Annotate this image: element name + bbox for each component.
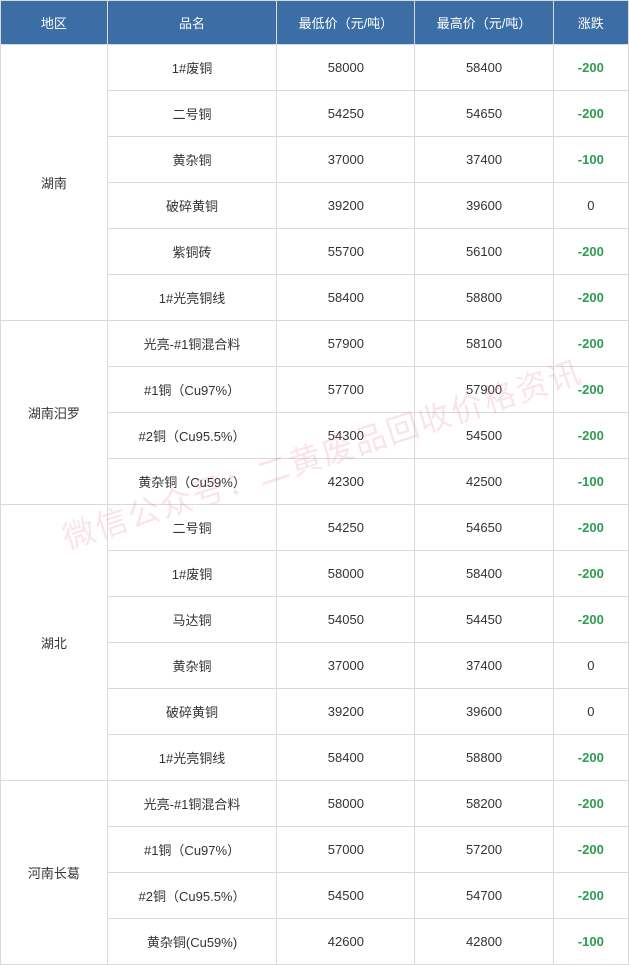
delta-cell: -200: [553, 413, 628, 459]
product-cell: #2铜（Cu95.5%）: [107, 873, 277, 919]
product-cell: 黄杂铜（Cu59%）: [107, 459, 277, 505]
delta-cell: -200: [553, 505, 628, 551]
low-cell: 57900: [277, 321, 415, 367]
product-cell: 二号铜: [107, 91, 277, 137]
product-cell: #2铜（Cu95.5%）: [107, 413, 277, 459]
low-cell: 58000: [277, 45, 415, 91]
col-header: 涨跌: [553, 1, 628, 45]
product-cell: 二号铜: [107, 505, 277, 551]
low-cell: 58000: [277, 781, 415, 827]
low-cell: 39200: [277, 183, 415, 229]
product-cell: 破碎黄铜: [107, 183, 277, 229]
low-cell: 39200: [277, 689, 415, 735]
table-row: 湖北二号铜5425054650-200: [1, 505, 629, 551]
product-cell: 黄杂铜: [107, 643, 277, 689]
high-cell: 58800: [415, 275, 553, 321]
high-cell: 54500: [415, 413, 553, 459]
high-cell: 54450: [415, 597, 553, 643]
low-cell: 54300: [277, 413, 415, 459]
low-cell: 42600: [277, 919, 415, 965]
product-cell: 光亮-#1铜混合料: [107, 321, 277, 367]
high-cell: 54650: [415, 91, 553, 137]
high-cell: 39600: [415, 183, 553, 229]
col-header: 地区: [1, 1, 108, 45]
col-header: 最低价（元/吨）: [277, 1, 415, 45]
table-row: 湖南1#废铜5800058400-200: [1, 45, 629, 91]
low-cell: 54500: [277, 873, 415, 919]
table-row: 湖南汨罗光亮-#1铜混合料5790058100-200: [1, 321, 629, 367]
low-cell: 42300: [277, 459, 415, 505]
delta-cell: -200: [553, 827, 628, 873]
col-header: 最高价（元/吨）: [415, 1, 553, 45]
delta-cell: 0: [553, 183, 628, 229]
high-cell: 39600: [415, 689, 553, 735]
table-body: 湖南1#废铜5800058400-200二号铜5425054650-200黄杂铜…: [1, 45, 629, 965]
low-cell: 58400: [277, 735, 415, 781]
region-cell: 湖北: [1, 505, 108, 781]
region-cell: 湖南: [1, 45, 108, 321]
delta-cell: -200: [553, 551, 628, 597]
delta-cell: -200: [553, 321, 628, 367]
product-cell: 1#废铜: [107, 551, 277, 597]
region-cell: 河南长葛: [1, 781, 108, 965]
low-cell: 54050: [277, 597, 415, 643]
product-cell: 黄杂铜(Cu59%): [107, 919, 277, 965]
product-cell: 紫铜砖: [107, 229, 277, 275]
delta-cell: -200: [553, 781, 628, 827]
delta-cell: -200: [553, 873, 628, 919]
high-cell: 57200: [415, 827, 553, 873]
high-cell: 37400: [415, 137, 553, 183]
high-cell: 42500: [415, 459, 553, 505]
low-cell: 54250: [277, 91, 415, 137]
product-cell: 破碎黄铜: [107, 689, 277, 735]
high-cell: 54650: [415, 505, 553, 551]
delta-cell: -100: [553, 459, 628, 505]
delta-cell: -200: [553, 597, 628, 643]
delta-cell: -100: [553, 919, 628, 965]
low-cell: 37000: [277, 643, 415, 689]
product-cell: #1铜（Cu97%）: [107, 827, 277, 873]
low-cell: 37000: [277, 137, 415, 183]
low-cell: 58400: [277, 275, 415, 321]
table-row: 河南长葛光亮-#1铜混合料5800058200-200: [1, 781, 629, 827]
high-cell: 58800: [415, 735, 553, 781]
low-cell: 58000: [277, 551, 415, 597]
header-row: 地区品名最低价（元/吨）最高价（元/吨）涨跌: [1, 1, 629, 45]
high-cell: 37400: [415, 643, 553, 689]
delta-cell: -200: [553, 91, 628, 137]
product-cell: 光亮-#1铜混合料: [107, 781, 277, 827]
product-cell: 1#废铜: [107, 45, 277, 91]
price-table: 地区品名最低价（元/吨）最高价（元/吨）涨跌 湖南1#废铜5800058400-…: [0, 0, 629, 965]
high-cell: 58400: [415, 45, 553, 91]
high-cell: 42800: [415, 919, 553, 965]
low-cell: 54250: [277, 505, 415, 551]
low-cell: 57000: [277, 827, 415, 873]
product-cell: 黄杂铜: [107, 137, 277, 183]
high-cell: 58400: [415, 551, 553, 597]
region-cell: 湖南汨罗: [1, 321, 108, 505]
high-cell: 58100: [415, 321, 553, 367]
delta-cell: -100: [553, 137, 628, 183]
delta-cell: -200: [553, 275, 628, 321]
delta-cell: 0: [553, 643, 628, 689]
product-cell: 1#光亮铜线: [107, 735, 277, 781]
product-cell: 马达铜: [107, 597, 277, 643]
high-cell: 57900: [415, 367, 553, 413]
high-cell: 58200: [415, 781, 553, 827]
delta-cell: -200: [553, 229, 628, 275]
high-cell: 54700: [415, 873, 553, 919]
delta-cell: 0: [553, 689, 628, 735]
delta-cell: -200: [553, 735, 628, 781]
low-cell: 57700: [277, 367, 415, 413]
delta-cell: -200: [553, 45, 628, 91]
delta-cell: -200: [553, 367, 628, 413]
high-cell: 56100: [415, 229, 553, 275]
product-cell: 1#光亮铜线: [107, 275, 277, 321]
product-cell: #1铜（Cu97%）: [107, 367, 277, 413]
low-cell: 55700: [277, 229, 415, 275]
col-header: 品名: [107, 1, 277, 45]
